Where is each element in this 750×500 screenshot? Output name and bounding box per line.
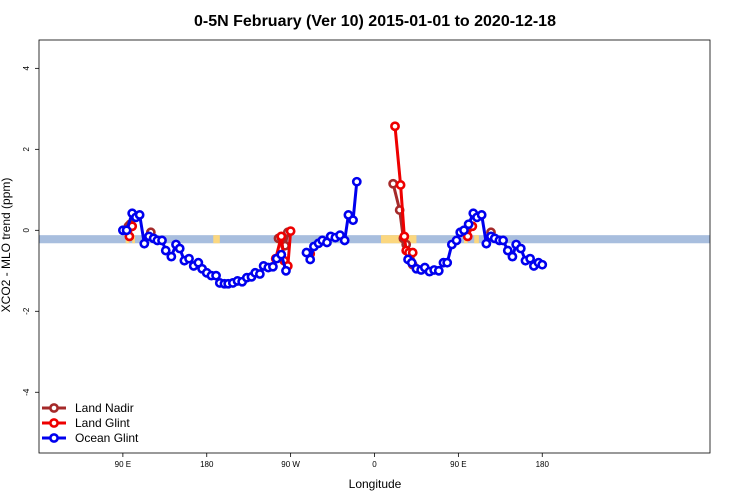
data-point (184, 253, 194, 264)
legend-swatch-marker (49, 403, 59, 413)
data-point (476, 210, 487, 220)
legend-label: Land Nadir (75, 401, 134, 415)
legend-swatch-marker (49, 433, 59, 443)
data-point (139, 238, 150, 249)
data-point (525, 253, 536, 264)
data-point (406, 257, 417, 268)
data-point (285, 226, 296, 237)
series-layer (117, 121, 548, 289)
plot-frame (38, 39, 711, 454)
legend-label: Land Glint (75, 416, 130, 430)
series-land-glint (124, 121, 478, 271)
data-point (399, 231, 410, 242)
legend-item: Ocean Glint (42, 431, 139, 445)
data-point (407, 247, 418, 258)
land-band-segment (132, 235, 135, 244)
x-tick-label: 90 E (115, 460, 131, 469)
data-point (507, 251, 518, 262)
y-tick-label: -2 (22, 307, 31, 315)
y-axis-label: XCO2 - MLO trend (ppm) (0, 178, 13, 313)
data-point (157, 235, 167, 246)
data-point (276, 231, 287, 242)
surface-band (39, 235, 710, 244)
x-tick-label: 0 (372, 460, 377, 469)
data-point (276, 249, 287, 260)
legend-label: Ocean Glint (75, 431, 139, 445)
data-point (166, 251, 177, 262)
ocean-band (39, 235, 710, 244)
data-point (281, 265, 291, 276)
legend-item: Land Glint (42, 416, 130, 430)
axes: 90 E 180 90 W 0 90 E 180 -4 -2 0 2 4 (22, 66, 549, 469)
data-point (463, 219, 474, 230)
data-point (121, 225, 132, 236)
data-point (268, 261, 278, 272)
y-tick-label: 0 (22, 228, 31, 233)
x-tick-label: 180 (536, 460, 550, 469)
data-point (459, 225, 469, 236)
data-point (134, 210, 145, 220)
x-tick-label: 180 (200, 460, 214, 469)
legend-item: Land Nadir (42, 401, 134, 415)
data-point (388, 178, 399, 189)
data-point (515, 243, 526, 254)
data-point (351, 176, 362, 187)
legend-swatch-marker (49, 418, 59, 428)
data-point (174, 243, 185, 254)
chart-title: 0-5N February (Ver 10) 2015-01-01 to 202… (194, 13, 556, 30)
data-point (339, 235, 350, 246)
data-point (502, 245, 513, 256)
data-point (301, 247, 312, 258)
data-point (395, 180, 406, 190)
x-tick-label: 90 W (281, 460, 300, 469)
data-point (481, 238, 492, 249)
x-axis-label: Longitude (349, 477, 402, 491)
data-point (433, 265, 444, 276)
data-point (348, 215, 358, 226)
series-ocean-glint (117, 176, 548, 289)
data-point (498, 235, 509, 246)
y-tick-label: 4 (22, 66, 31, 71)
data-point (254, 269, 265, 279)
y-tick-label: 2 (22, 147, 31, 152)
y-tick-label: -4 (22, 388, 31, 396)
data-point (305, 254, 316, 265)
data-point (442, 257, 453, 268)
land-band-segment (474, 235, 479, 244)
data-point (211, 270, 221, 281)
data-point (160, 245, 171, 256)
x-tick-label: 90 E (450, 460, 466, 469)
land-band-segment (213, 235, 220, 244)
data-point (451, 235, 462, 246)
data-point (390, 121, 400, 132)
data-point (537, 259, 548, 270)
